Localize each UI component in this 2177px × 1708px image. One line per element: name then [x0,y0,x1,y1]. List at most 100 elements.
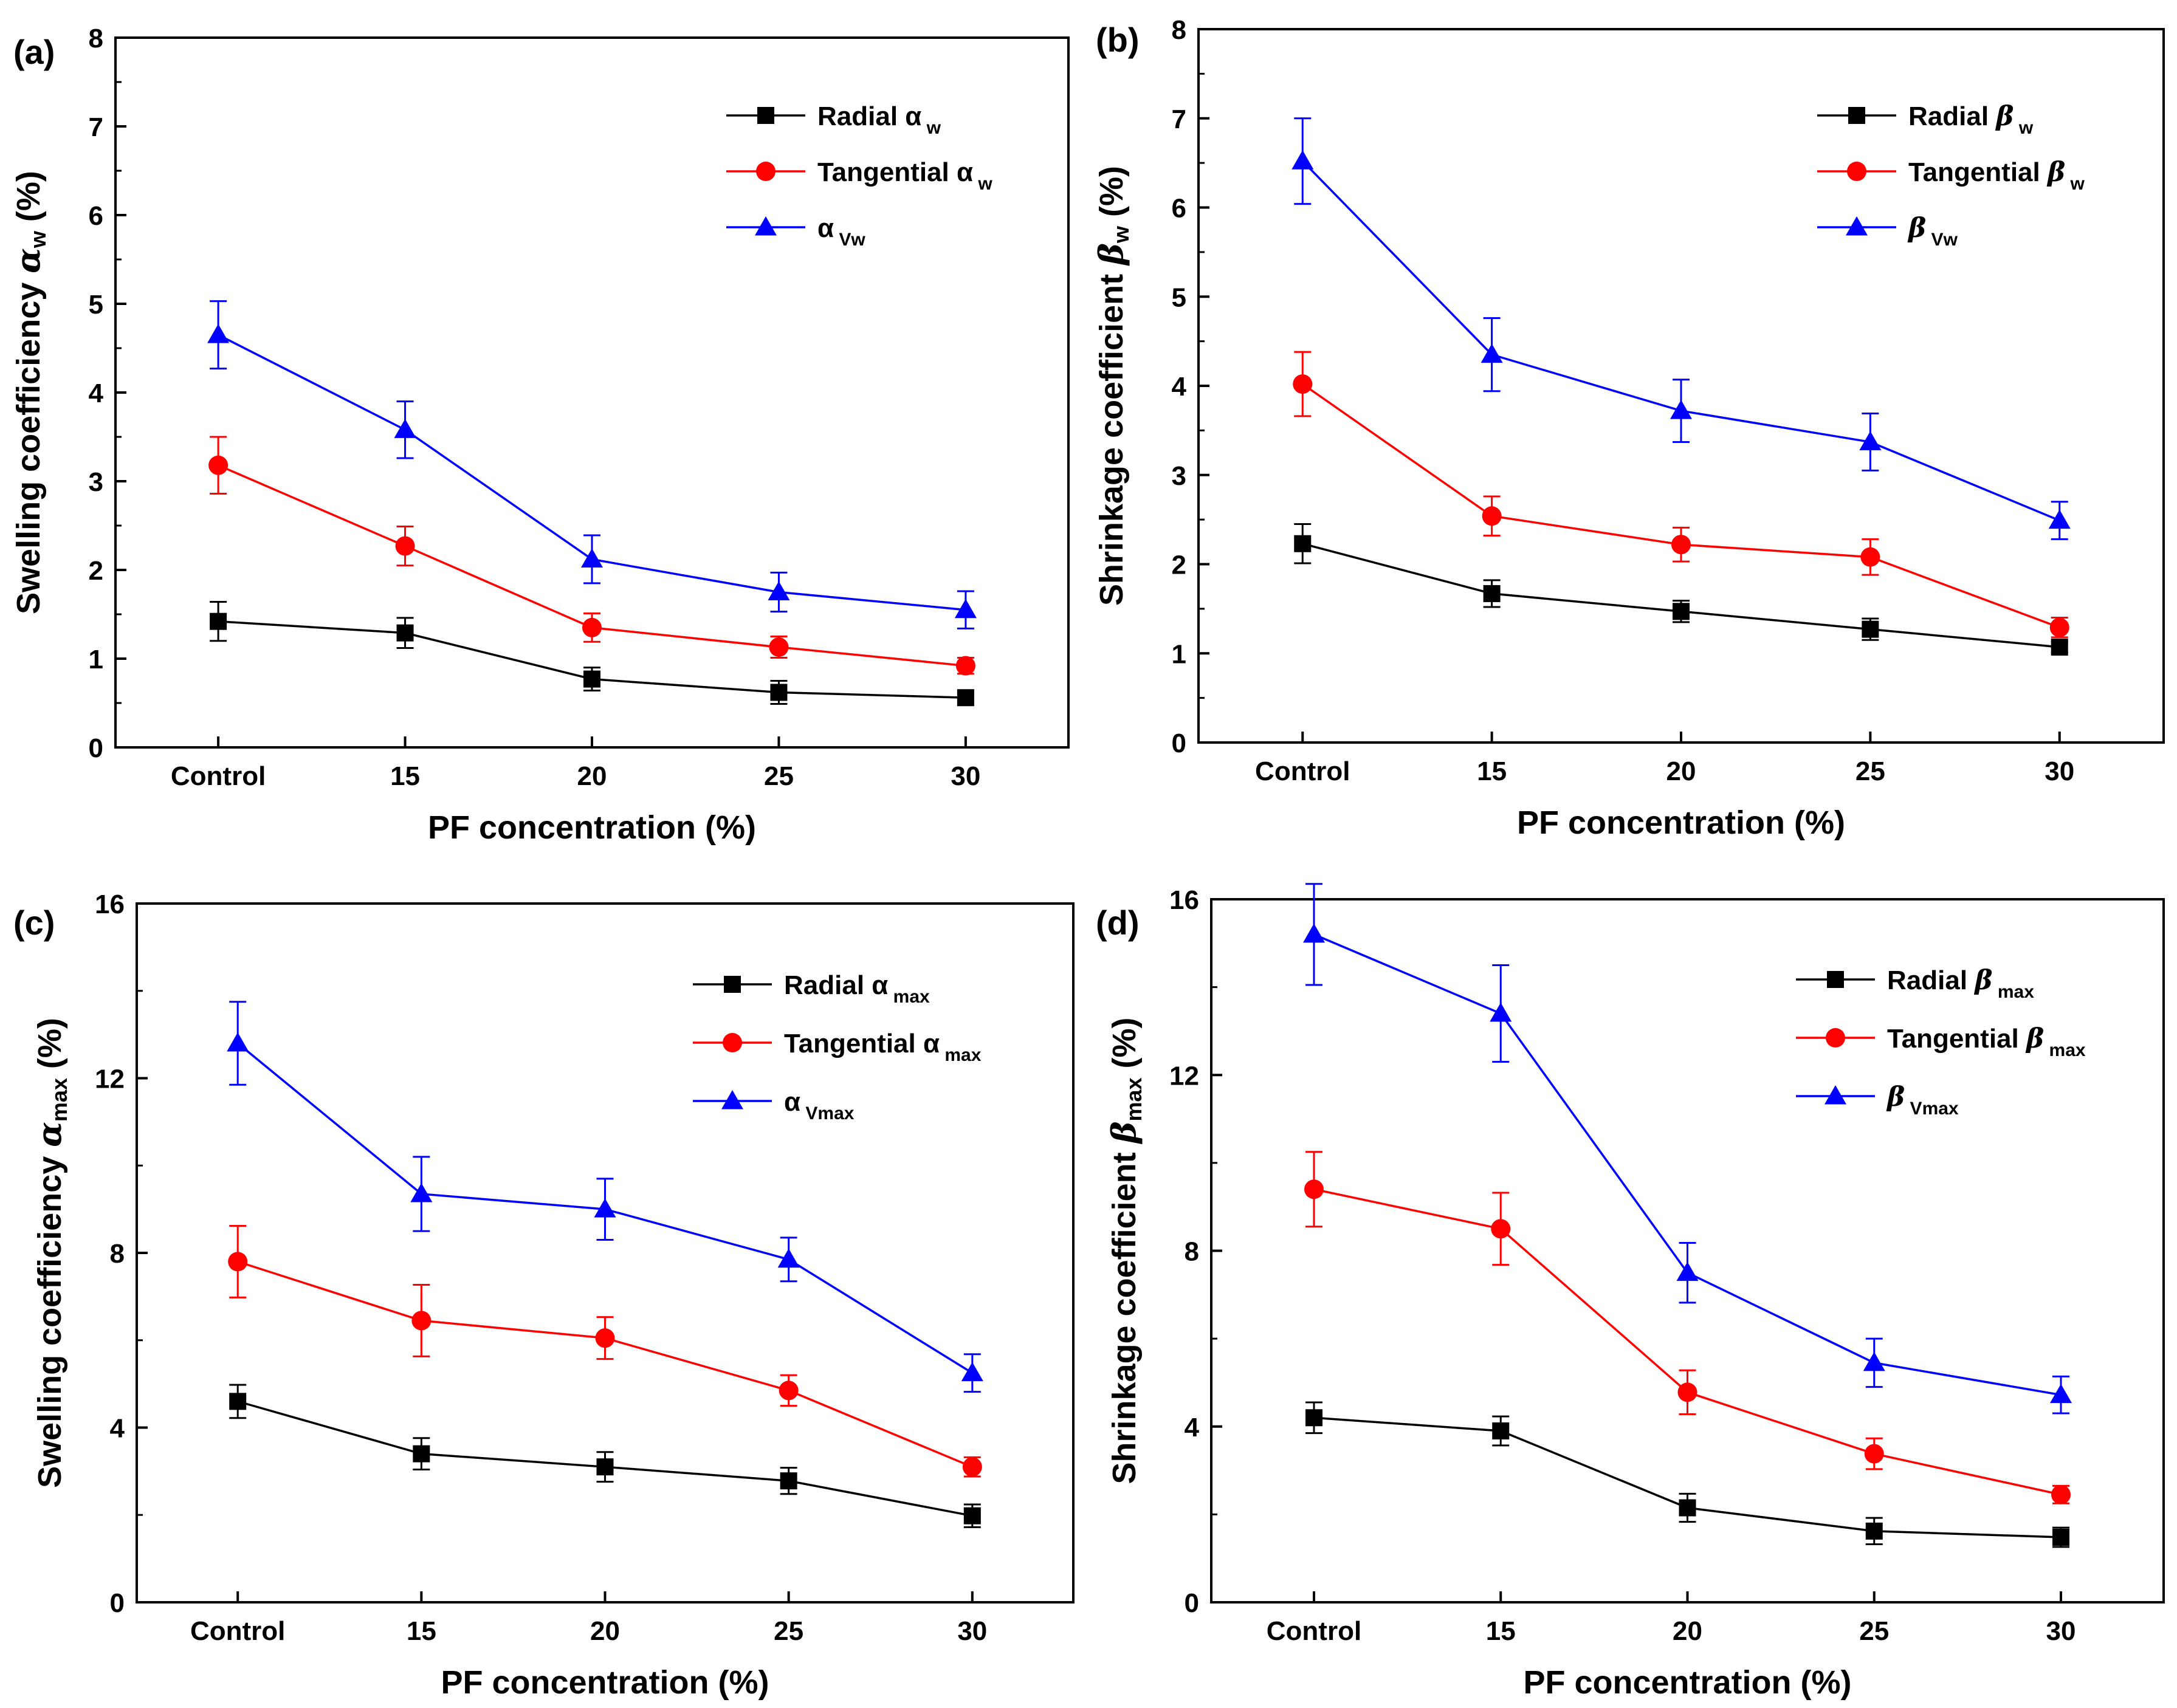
y-tick-label: 4 [1185,1413,1200,1442]
series-radial [210,601,974,707]
y-axis-title: Shrinkage coefficient βmax (%) [1104,1017,1146,1484]
data-point [394,419,416,438]
series-radial [229,1384,981,1528]
y-tick-label: 4 [110,1414,125,1444]
x-tick-label: 30 [951,761,980,791]
data-point [1483,585,1501,602]
data-point [2051,1484,2071,1504]
x-tick-label: 15 [1477,756,1507,786]
data-point [1863,1351,1885,1371]
x-tick-label: 25 [1859,1616,1889,1646]
y-tick-label: 3 [1172,461,1186,491]
y-tick-label: 8 [1172,15,1186,45]
x-tick-label: 30 [957,1616,987,1646]
y-tick-label: 2 [1172,550,1186,580]
legend-label: Tangential β w [1908,157,2085,194]
series-line [237,1260,973,1468]
data-point [1860,547,1880,567]
data-point [963,1507,981,1525]
series-tangential [1304,1151,2071,1504]
x-tick-label: 20 [1673,1616,1702,1646]
legend-marker [1826,1028,1845,1048]
y-tick-label: 6 [89,201,103,231]
chart-panel-4: (d) 0 4 8 12 16 Control 15 20 25 30 PF concentratio… [1096,883,2165,1701]
legend-label: Radial α w [817,101,941,138]
data-point [1294,535,1312,552]
data-point [210,612,227,630]
x-tick-label: 15 [1486,1616,1516,1646]
x-tick-label: 25 [1855,756,1885,786]
y-tick-label: 4 [89,379,104,408]
y-tick-label: 3 [89,467,103,497]
data-point [1859,431,1882,450]
x-axis-title: PF concentration (%) [428,809,756,846]
series-line [1313,1188,2062,1496]
y-tick-label: 6 [1172,194,1186,224]
series-tangential [228,1224,982,1478]
legend-marker [723,1033,742,1052]
data-point [2050,1384,2072,1404]
legend-label: Tangential α max [784,1029,982,1065]
data-point [1304,1179,1324,1199]
legend-label: α Vmax [784,1087,855,1123]
legend-label: Tangential β max [1887,1023,2086,1060]
data-point [1492,1422,1510,1439]
data-point [583,670,600,688]
y-tick-label: 8 [1185,1237,1199,1267]
data-point [410,1182,433,1202]
series-radial [1294,523,2068,656]
y-tick-label: 0 [1185,1588,1199,1618]
y-tick-label: 0 [1172,729,1186,758]
panel-label: (a) [13,33,55,71]
panel-label: (d) [1096,904,1140,942]
chart-panel-3: (c) 0 4 8 12 16 Control 15 20 25 30 PF concentratio… [13,890,1075,1701]
data-point [596,1458,614,1476]
series-volumetric [1302,883,2072,1415]
data-point [955,656,975,676]
data-point [957,689,974,707]
data-point [227,1032,249,1052]
data-point [1305,1409,1322,1427]
data-point [396,624,414,642]
series-volumetric [207,300,977,629]
x-tick-label: Control [1267,1616,1361,1646]
y-axis-title: Swelling coefficiency αmax (%) [30,1018,72,1488]
x-tick-label: 30 [2046,1616,2076,1646]
y-tick-label: 16 [95,890,125,919]
data-point [1491,1219,1511,1239]
legend-marker [1846,216,1868,236]
data-point [2048,509,2071,529]
x-tick-label: 15 [390,761,420,791]
y-tick-label: 1 [1172,639,1186,669]
x-tick-label: 25 [774,1616,803,1646]
legend-label: β Vmax [1886,1082,1959,1119]
y-tick-label: 8 [89,24,103,53]
data-point [1676,1261,1699,1281]
legend-label: Radial β max [1887,965,2034,1002]
data-point [582,617,602,637]
data-point [395,536,415,556]
data-point [1673,603,1690,620]
x-tick-label: 30 [2045,756,2074,786]
legend-marker [1827,971,1844,988]
legend: Radial β max Tangential β max β Vmax [1796,965,2086,1119]
x-tick-label: Control [1255,756,1350,786]
data-point [207,324,230,343]
y-tick-label: 2 [89,556,103,586]
y-tick-label: 4 [1172,372,1187,402]
y-tick-label: 7 [1172,105,1186,134]
x-tick-label: 20 [590,1616,620,1646]
data-point [962,1457,982,1477]
data-point [1670,400,1692,419]
series-radial [1305,1401,2070,1548]
data-point [2052,1528,2070,1546]
y-tick-label: 12 [95,1065,125,1094]
data-point [208,455,229,475]
data-point [768,581,790,600]
chart-panel-1: (a) 0 1 2 3 4 5 6 7 8 Control 15 20 25 30 PF concentrat… [9,24,1070,846]
legend-marker [757,107,774,124]
y-tick-label: 5 [89,290,103,320]
x-axis-title: PF concentration (%) [1517,804,1845,841]
x-tick-label: 20 [577,761,607,791]
